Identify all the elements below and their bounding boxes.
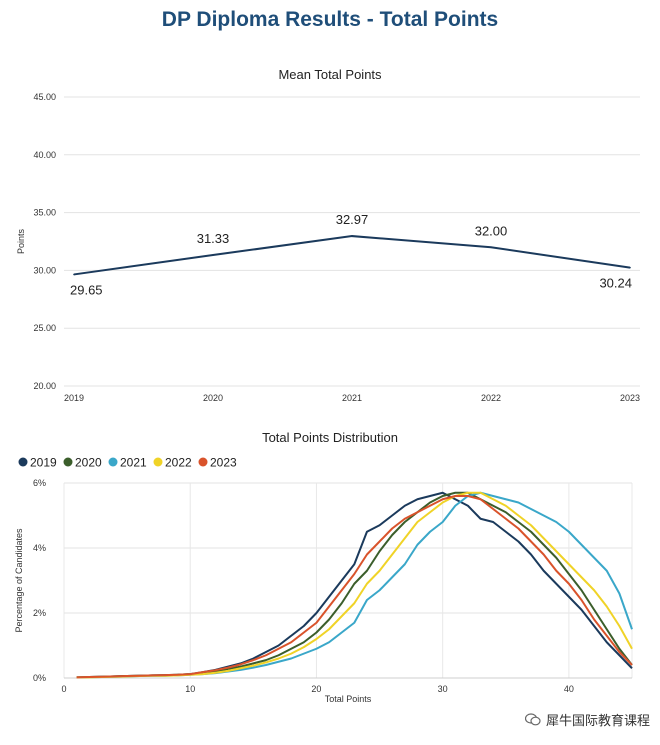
y-tick-label: 25.00 [33, 323, 56, 333]
data-point [629, 266, 631, 269]
x-tick-label: 10 [185, 684, 195, 694]
data-label: 31.33 [197, 231, 230, 246]
data-label: 30.24 [599, 276, 632, 291]
watermark: 犀牛国际教育课程 [524, 710, 650, 729]
chart-title: Total Points Distribution [262, 430, 398, 445]
watermark-text: 犀牛国际教育课程 [545, 713, 650, 728]
legend-marker [198, 457, 208, 467]
data-point [351, 235, 353, 237]
wechat-icon [524, 713, 541, 726]
x-axis-label: Total Points [325, 694, 372, 704]
series-line-2020 [76, 491, 633, 679]
legend-marker [108, 457, 118, 467]
page-title: DP Diploma Results - Total Points [161, 8, 499, 31]
y-tick-label: 40.00 [33, 150, 56, 160]
data-point [73, 273, 75, 276]
series-line [73, 235, 631, 276]
data-point [212, 254, 214, 256]
chart-title: Mean Total Points [278, 67, 382, 82]
x-tick-label: 2019 [64, 393, 84, 403]
y-tick-label: 4% [33, 543, 46, 553]
data-label: 32.00 [475, 223, 508, 238]
x-tick-label: 2022 [481, 393, 501, 403]
legend-label: 2021 [120, 456, 147, 470]
mean-points-chart: Mean Total Points 20.00 25.00 30.00 35.00 40.… [16, 67, 640, 403]
x-tick-label: 2021 [342, 393, 362, 403]
x-tick-label: 2020 [203, 393, 223, 403]
x-tick-label: 40 [564, 684, 574, 694]
y-tick-label: 0% [33, 673, 46, 683]
y-axis-label: Percentage of Candidates [14, 528, 24, 633]
y-tick-label: 20.00 [33, 381, 56, 391]
legend-label: 2022 [165, 456, 192, 470]
data-label: 29.65 [70, 282, 103, 297]
x-tick-label: 30 [438, 684, 448, 694]
legend-marker [153, 457, 163, 467]
y-tick-label: 30.00 [33, 265, 56, 275]
series-line-2023 [76, 495, 633, 679]
y-tick-label: 6% [33, 478, 46, 488]
data-label: 32.97 [336, 212, 369, 227]
legend-marker [18, 457, 28, 467]
y-tick-label: 35.00 [33, 208, 56, 218]
x-tick-label: 2023 [620, 393, 640, 403]
y-tick-label: 2% [33, 608, 46, 618]
x-tick-label: 20 [311, 684, 321, 694]
legend-label: 2023 [210, 456, 237, 470]
legend-label: 2019 [30, 456, 57, 470]
y-axis-label: Points [16, 228, 26, 254]
legend-label: 2020 [75, 456, 102, 470]
legend-marker [63, 457, 73, 467]
y-tick-label: 45.00 [33, 92, 56, 102]
data-point [490, 246, 492, 249]
x-tick-label: 0 [61, 684, 66, 694]
